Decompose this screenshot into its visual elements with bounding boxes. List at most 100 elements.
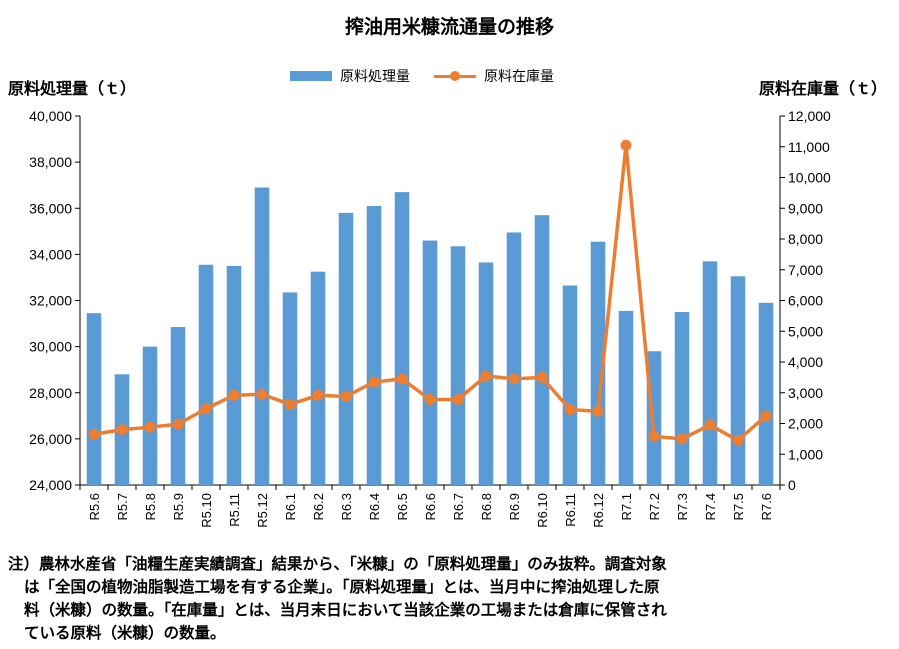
inventory-point — [452, 394, 464, 406]
bar — [366, 205, 382, 485]
footnote-line-2: は「全国の植物油脂製造工場を有する企業」。「原料処理量」とは、当月中に搾油処理し… — [24, 578, 660, 596]
inventory-point — [396, 373, 408, 385]
bar — [534, 215, 550, 485]
bar — [758, 302, 774, 485]
inventory-point — [88, 428, 100, 440]
inventory-point — [564, 404, 576, 416]
inventory-point — [116, 424, 128, 436]
right-tick-label: 0 — [788, 477, 796, 493]
right-tick-label: 8,000 — [788, 231, 823, 247]
inventory-point — [620, 139, 632, 151]
inventory-point — [144, 421, 156, 433]
left-tick-label: 28,000 — [29, 385, 72, 401]
left-tick-label: 30,000 — [29, 339, 72, 355]
left-tick-label: 24,000 — [29, 477, 72, 493]
legend-item-inventory: 原料在庫量 — [434, 66, 554, 86]
bar — [282, 292, 298, 485]
bar — [730, 276, 746, 485]
right-axis-title: 原料在庫量（ｔ） — [758, 79, 887, 98]
right-tick-label: 5,000 — [788, 323, 823, 339]
x-tick-label: R6.6 — [423, 493, 438, 520]
chart-title: 搾油用米糠流通量の推移 — [344, 16, 554, 38]
left-tick-label: 38,000 — [29, 154, 72, 170]
bar — [590, 241, 606, 485]
right-tick-label: 12,000 — [788, 108, 831, 124]
x-tick-label: R6.10 — [535, 493, 550, 528]
footnote-line-4: ている原料（米糠）の数量。 — [24, 624, 226, 642]
inventory-point — [172, 418, 184, 430]
x-tick-label: R6.3 — [339, 493, 354, 520]
bar — [170, 327, 186, 485]
x-tick-label: R7.3 — [675, 493, 690, 520]
inventory-point — [368, 376, 380, 388]
legend: 原料処理量 原料在庫量 — [290, 66, 578, 86]
inventory-point — [732, 434, 744, 446]
right-tick-label: 11,000 — [788, 139, 830, 155]
bar — [226, 265, 242, 485]
bar — [310, 271, 326, 485]
right-tick-label: 1,000 — [788, 446, 823, 462]
x-tick-label: R5.7 — [115, 493, 130, 520]
bar — [702, 261, 718, 485]
footnote: 注）農林水産省「油糧生産実績調査」結果から、「米糠」の「原料処理量」のみ抜粋。調… — [8, 553, 886, 645]
left-tick-label: 32,000 — [29, 293, 72, 309]
inventory-point — [424, 394, 436, 406]
x-tick-label: R6.8 — [479, 493, 494, 520]
bar — [338, 212, 354, 486]
left-tick-label: 34,000 — [29, 246, 72, 262]
x-tick-label: R7.1 — [619, 493, 634, 520]
bar — [86, 313, 102, 485]
right-tick-label: 7,000 — [788, 262, 823, 278]
inventory-point — [592, 405, 604, 417]
legend-label-processing: 原料処理量 — [340, 69, 410, 85]
x-tick-label: R7.4 — [703, 493, 718, 520]
inventory-point — [340, 390, 352, 402]
left-tick-label: 26,000 — [29, 431, 72, 447]
footnote-line-1: 注）農林水産省「油糧生産実績調査」結果から、「米糠」の「原料処理量」のみ抜粋。調… — [8, 555, 667, 573]
inventory-point — [648, 430, 660, 442]
legend-label-inventory: 原料在庫量 — [484, 69, 554, 85]
x-tick-label: R5.10 — [199, 493, 214, 528]
bar — [618, 310, 634, 485]
bar — [562, 285, 578, 485]
inventory-point — [200, 403, 212, 415]
x-tick-label: R6.5 — [395, 493, 410, 520]
inventory-point — [256, 388, 268, 400]
chart-canvas: 24,000 26,000 28,000 30,000 32,000 34,000 36,0… — [29, 108, 831, 528]
bar — [254, 187, 270, 485]
bar — [674, 312, 690, 485]
bar — [142, 346, 158, 485]
x-tick-label: R6.12 — [591, 493, 606, 528]
inventory-point — [312, 389, 324, 401]
inventory-point — [284, 398, 296, 410]
left-tick-label: 40,000 — [29, 108, 72, 124]
x-tick-label: R5.9 — [171, 493, 186, 520]
x-tick-label: R7.6 — [759, 493, 774, 520]
left-axis-title: 原料処理量（ｔ） — [8, 79, 137, 98]
inventory-point — [228, 389, 240, 401]
inventory-point — [536, 371, 548, 383]
bar — [450, 246, 466, 485]
x-tick-label: R7.5 — [731, 493, 746, 520]
x-tick-label: R5.6 — [87, 493, 102, 520]
right-tick-label: 3,000 — [788, 385, 823, 401]
x-tick-label: R7.2 — [647, 493, 662, 520]
left-tick-label: 36,000 — [29, 200, 72, 216]
inventory-point — [704, 419, 716, 431]
x-tick-label: R5.12 — [255, 493, 270, 528]
legend-line-swatch — [434, 70, 476, 82]
x-tick-label: R5.8 — [143, 493, 158, 520]
x-tick-label: R6.11 — [563, 493, 578, 527]
x-tick-label: R6.9 — [507, 493, 522, 520]
legend-bar-swatch — [290, 71, 332, 81]
legend-item-processing: 原料処理量 — [290, 66, 410, 86]
bar — [394, 192, 410, 485]
bar — [422, 240, 438, 485]
right-tick-label: 6,000 — [788, 293, 823, 309]
inventory-point — [508, 373, 520, 385]
x-tick-label: R6.2 — [311, 493, 326, 520]
x-tick-label: R5.11 — [227, 493, 242, 527]
footnote-line-3: 料（米糠）の数量。「在庫量」とは、当月末日において当該企業の工場または倉庫に保管… — [24, 601, 667, 619]
bar — [198, 264, 214, 485]
x-tick-label: R6.7 — [451, 493, 466, 520]
